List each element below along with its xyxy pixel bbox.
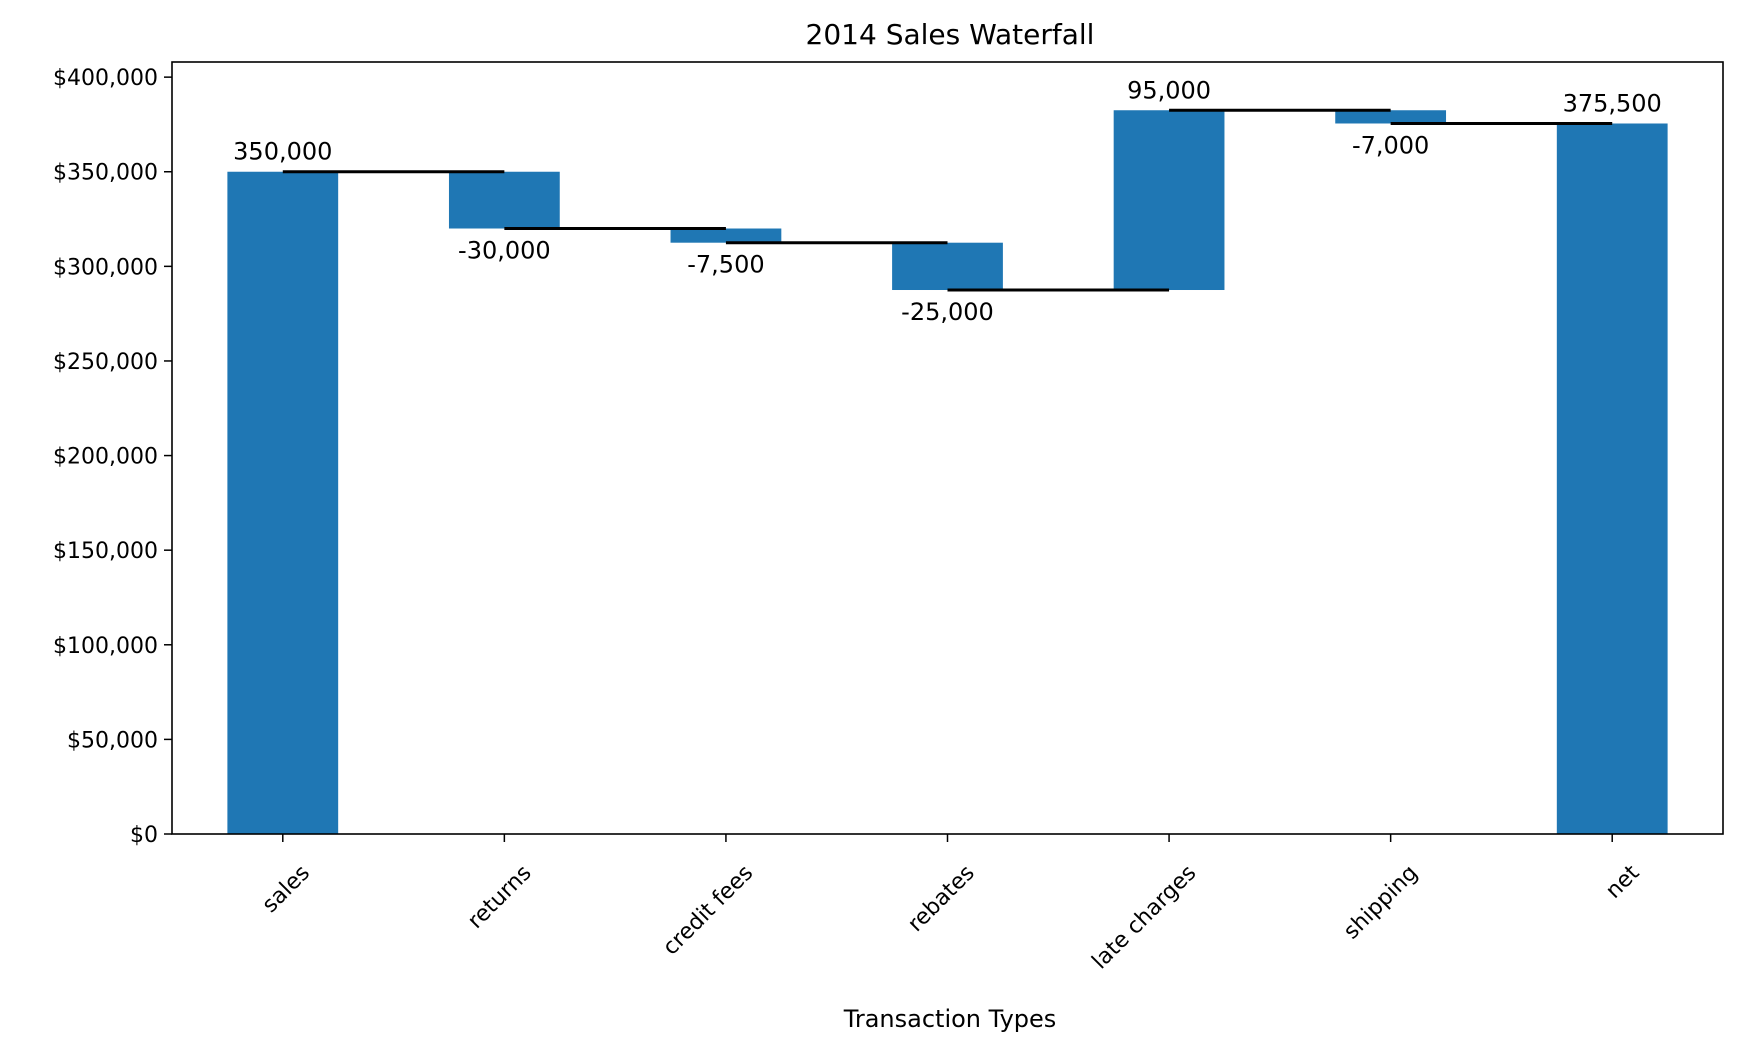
x-tick-label: sales <box>258 861 315 918</box>
connectors-layer <box>282 108 1613 292</box>
x-tick-label: late charges <box>1088 861 1202 975</box>
y-tick-label: $350,000 <box>53 161 158 186</box>
bar-late-charges <box>1113 110 1225 291</box>
bar-sales <box>227 171 339 834</box>
y-tick-label: $300,000 <box>53 255 158 280</box>
data-label: 375,500 <box>1563 89 1662 117</box>
bar-credit-fees <box>670 228 782 243</box>
data-label: 95,000 <box>1127 76 1211 104</box>
bar-returns <box>448 171 560 229</box>
x-tick-label: returns <box>463 861 536 934</box>
x-tick-label: shipping <box>1339 861 1423 945</box>
y-tick-label: $0 <box>130 823 158 848</box>
x-tick-label: credit fees <box>658 861 758 961</box>
data-label: -7,000 <box>1352 131 1429 159</box>
y-tick-label: $200,000 <box>53 445 158 470</box>
y-tick-label: $400,000 <box>53 66 158 91</box>
bar-net <box>1556 123 1668 834</box>
x-axis-label: Transaction Types <box>843 1005 1057 1033</box>
bar-rebates <box>892 242 1003 291</box>
data-labels-layer: 350,000 -30,000 -7,500 -25,000 95,000 -7,000 3… <box>233 76 1662 326</box>
y-tick-label: $150,000 <box>53 539 158 564</box>
x-tick-label: net <box>1601 860 1644 903</box>
data-label: 350,000 <box>233 138 332 166</box>
data-label: -30,000 <box>458 237 551 265</box>
x-axis: sales returns credit fees rebates late charg… <box>258 834 1645 974</box>
data-label: -7,500 <box>687 251 764 279</box>
x-tick-label: rebates <box>903 861 979 937</box>
bars-layer <box>227 110 1668 834</box>
y-tick-label: $50,000 <box>67 728 158 753</box>
y-axis: $0 $50,000 $100,000 $150,000 $200,000 $250,00… <box>53 66 172 848</box>
plot-frame <box>171 61 1724 835</box>
bar-shipping <box>1335 110 1447 124</box>
y-tick-label: $100,000 <box>53 634 158 659</box>
y-tick-label: $250,000 <box>53 350 158 375</box>
chart-title: 2014 Sales Waterfall <box>806 18 1095 51</box>
data-label: -25,000 <box>901 298 994 326</box>
